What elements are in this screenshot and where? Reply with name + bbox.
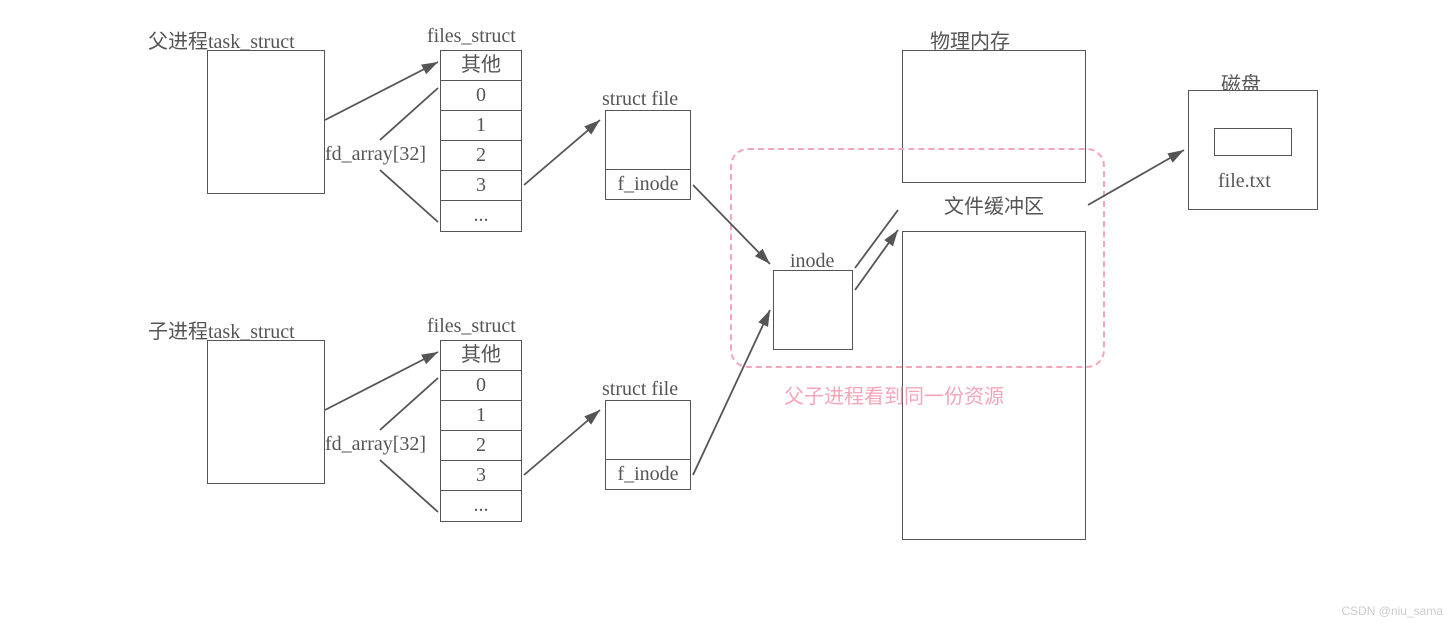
table-row: 1 <box>441 401 521 431</box>
file-inner-box <box>1214 128 1292 156</box>
table-row: 3 <box>441 461 521 491</box>
shared-resource-label: 父子进程看到同一份资源 <box>784 380 1004 409</box>
table-row: 其他 <box>441 51 521 81</box>
table-row: 3 <box>441 171 521 201</box>
watermark: CSDN @niu_sama <box>1341 604 1443 618</box>
struct-file-label-1: struct file <box>602 88 678 111</box>
shared-resource-box <box>730 148 1105 368</box>
table-row: 0 <box>441 81 521 111</box>
table-row: 2 <box>441 141 521 171</box>
files-struct-table-1: 其他 0 1 2 3 ... <box>440 50 522 232</box>
file-txt-label: file.txt <box>1218 170 1271 193</box>
table-row: 其他 <box>441 341 521 371</box>
table-row: 0 <box>441 371 521 401</box>
files-struct-label-2: files_struct <box>427 315 516 338</box>
f-inode-row-1: f_inode <box>606 169 690 199</box>
parent-task-struct-box <box>207 50 325 194</box>
table-row: ... <box>441 491 521 521</box>
files-struct-label-1: files_struct <box>427 25 516 48</box>
table-row: ... <box>441 201 521 231</box>
fd-array-label-2: fd_array[32] <box>325 433 426 456</box>
struct-file-box-1: f_inode <box>605 110 691 200</box>
files-struct-table-2: 其他 0 1 2 3 ... <box>440 340 522 522</box>
fd-array-label-1: fd_array[32] <box>325 143 426 166</box>
child-task-struct-box <box>207 340 325 484</box>
table-row: 1 <box>441 111 521 141</box>
struct-file-box-2: f_inode <box>605 400 691 490</box>
f-inode-row-2: f_inode <box>606 459 690 489</box>
struct-file-label-2: struct file <box>602 378 678 401</box>
table-row: 2 <box>441 431 521 461</box>
